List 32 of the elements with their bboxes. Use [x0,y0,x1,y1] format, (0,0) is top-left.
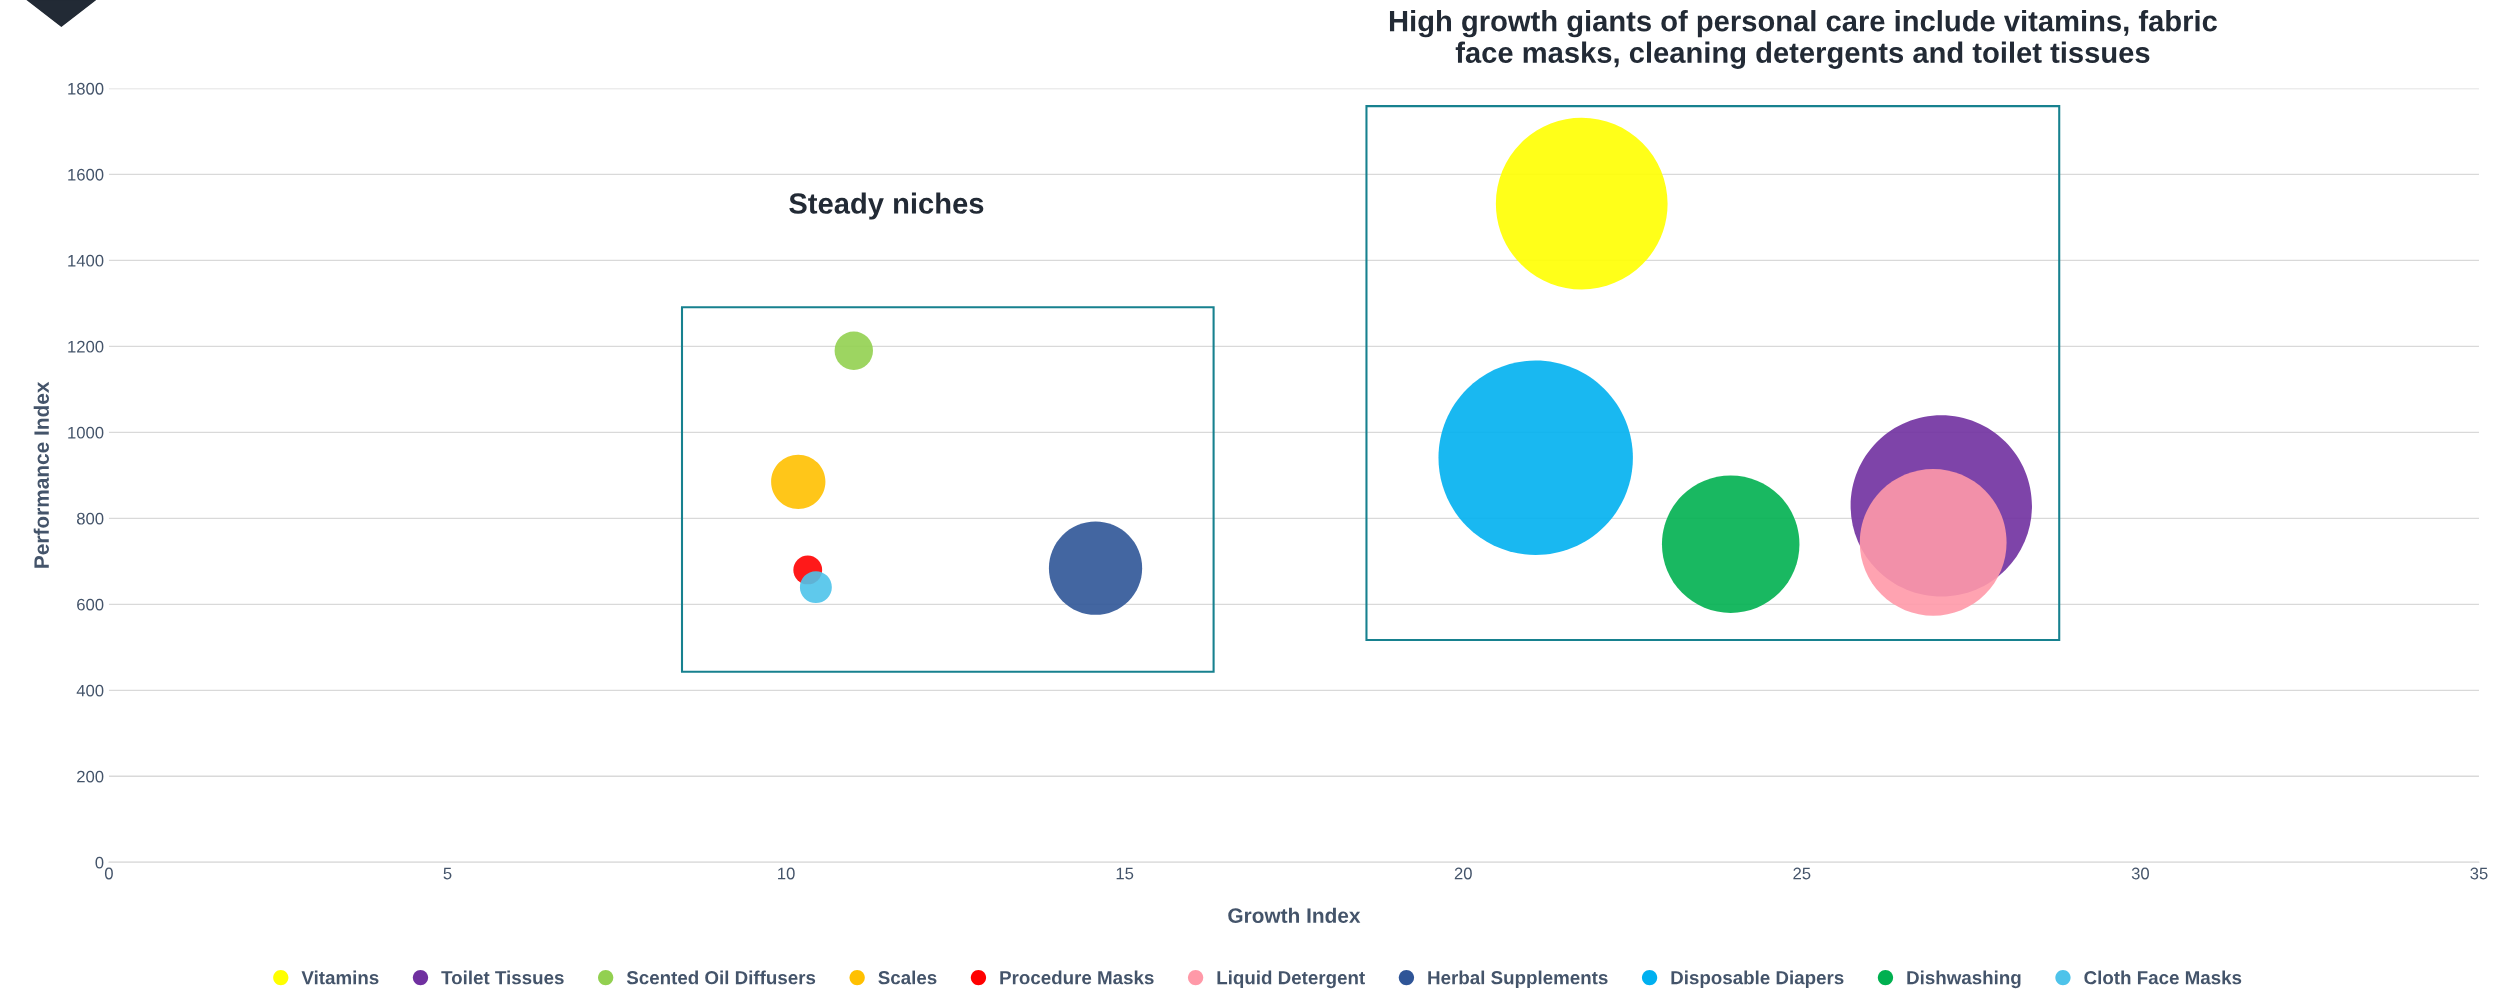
x-tick-label: 10 [778,867,795,880]
y-tick-label: 0 [95,856,104,869]
y-tick-label: 1000 [68,426,104,439]
y-tick-label: 1400 [68,254,104,267]
legend-label: Disposable Diapers [1671,970,1844,989]
y-tick-label: 800 [76,512,104,525]
legend-label: Scales [878,970,937,985]
y-tick-label: 1200 [68,340,104,353]
x-tick-label: 25 [1793,867,1811,880]
x-tick-label: 30 [2131,867,2149,880]
legend-label: Vitamins [301,970,379,985]
x-tick-label: 35 [2470,867,2488,880]
legend-label: Dishwashing [1907,970,2021,989]
annotation: Steady niches [789,192,984,220]
x-tick-label: 0 [104,867,113,880]
text: High growth giants of personal care include vitamins, fabric face masks, cleaning detergents and toilet tissues [1389,10,2217,69]
y-axis-title: Performance Index [33,381,49,568]
y-tick-label: 1600 [68,168,104,181]
legend-label: Scented Oil Diffusers [626,970,816,985]
legend-label: Toilet Tissues [441,970,564,985]
x-axis-title: Growth Index [1228,907,1361,923]
legend-label: Liquid Detergent [1217,970,1365,989]
y-tick-label: 400 [76,684,104,697]
legend-label: Procedure Masks [1000,970,1154,985]
x-tick-label: 5 [443,867,452,880]
legend-label: Herbal Supplements [1428,970,1608,989]
y-tick-label: 600 [77,598,104,611]
y-tick-label: 1800 [68,82,104,95]
x-tick-label: 15 [1116,867,1134,880]
x-tick-label: 20 [1454,867,1472,880]
y-tick-label: 200 [77,770,104,783]
legend-label: Cloth Face Masks [2084,970,2242,985]
